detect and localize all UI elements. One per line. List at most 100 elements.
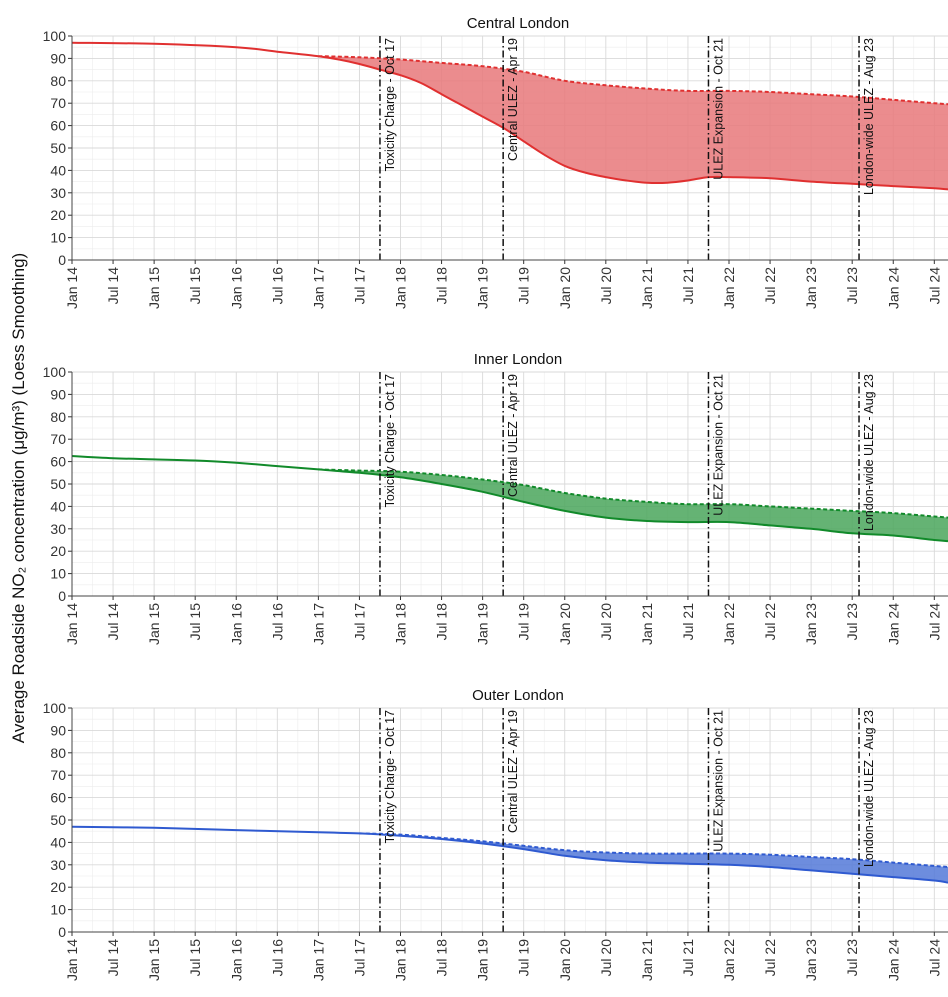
event-label: Toxicity Charge - Oct 17	[383, 374, 397, 507]
y-tick-label: 20	[50, 543, 66, 559]
observed-line	[71, 455, 948, 543]
x-tick-label: Jul 21	[680, 603, 696, 641]
x-tick-label: Jul 24	[926, 939, 942, 977]
x-tick-label: Jan 19	[475, 939, 491, 981]
x-tick-label: Jan 19	[475, 603, 491, 645]
panel-title: Outer London	[472, 687, 564, 704]
y-tick-label: 20	[50, 879, 66, 895]
x-tick-label: Jul 14	[105, 939, 121, 977]
event-label: Toxicity Charge - Oct 17	[383, 38, 397, 171]
y-tick-label: 100	[43, 700, 67, 716]
x-tick-label: Jul 22	[762, 939, 778, 977]
x-tick-label: Jan 22	[721, 267, 737, 309]
y-tick-label: 80	[50, 73, 66, 89]
x-tick-label: Jul 17	[351, 267, 367, 305]
x-tick-label: Jan 21	[639, 267, 655, 309]
x-tick-label: Jan 21	[639, 603, 655, 645]
x-tick-label: Jan 15	[146, 603, 162, 645]
x-tick-label: Jul 15	[187, 603, 203, 641]
y-tick-label: 90	[50, 722, 66, 738]
x-tick-label: Jul 18	[434, 939, 450, 977]
x-tick-label: Jan 16	[228, 267, 244, 309]
event-label: ULEZ Expansion - Oct 21	[712, 374, 726, 516]
y-tick-label: 0	[58, 924, 66, 940]
y-tick-label: 40	[50, 834, 66, 850]
y-tick-label: 100	[43, 364, 67, 380]
x-tick-label: Jul 22	[762, 267, 778, 305]
y-tick-label: 80	[50, 745, 66, 761]
x-tick-label: Jul 15	[187, 267, 203, 305]
event-label: London-wide ULEZ - Aug 23	[862, 38, 876, 195]
x-tick-label: Jul 24	[926, 603, 942, 641]
counterfactual-line	[359, 832, 948, 868]
y-tick-label: 70	[50, 95, 66, 111]
x-tick-label: Jul 21	[680, 939, 696, 977]
x-tick-label: Jul 20	[598, 603, 614, 641]
panels: Central London0102030405060708090100Jan …	[43, 15, 948, 981]
x-tick-label: Jan 24	[885, 939, 901, 981]
y-tick-label: 30	[50, 521, 66, 537]
observed-line	[71, 41, 948, 191]
y-tick-label: 20	[50, 207, 66, 223]
x-tick-label: Jul 17	[351, 603, 367, 641]
x-tick-label: Jan 17	[310, 939, 326, 981]
x-tick-label: Jan 16	[228, 603, 244, 645]
y-axis-label: Average Roadside NO₂ concentration (μg/m…	[9, 253, 28, 743]
event-label: Central ULEZ - Apr 19	[506, 38, 520, 161]
x-tick-label: Jan 24	[885, 267, 901, 309]
panel-outer-london: Outer London 0 10 20 30 40 50 60 70 80 90 100 Jan 14…	[43, 687, 948, 981]
gap-area	[318, 469, 948, 542]
y-tick-label: 70	[50, 431, 66, 447]
x-tick-label: Jul 14	[105, 603, 121, 641]
event-label: ULEZ Expansion - Oct 21	[712, 710, 726, 852]
x-tick-label: Jul 19	[516, 603, 532, 641]
observed-line	[71, 825, 948, 884]
x-tick-label: Jan 18	[393, 939, 409, 981]
x-tick-label: Jul 23	[844, 939, 860, 977]
x-tick-label: Jan 17	[310, 603, 326, 645]
y-tick-label: 100	[43, 28, 67, 44]
panel-central-london: Central London 0 10 20 30 40 50 60 70 80 90 100 Jan …	[43, 15, 948, 309]
x-tick-label: Jul 22	[762, 603, 778, 641]
x-tick-label: Jul 23	[844, 267, 860, 305]
x-tick-label: Jul 18	[434, 267, 450, 305]
x-tick-label: Jan 14	[64, 267, 80, 309]
x-tick-label: Jul 19	[516, 939, 532, 977]
y-tick-label: 10	[50, 902, 66, 918]
x-tick-label: Jul 18	[434, 603, 450, 641]
x-tick-label: Jan 22	[721, 939, 737, 981]
event-label: London-wide ULEZ - Aug 23	[862, 374, 876, 531]
x-tick-label: Jan 14	[64, 939, 80, 981]
x-tick-label: Jan 16	[228, 939, 244, 981]
x-tick-label: Jan 18	[393, 603, 409, 645]
y-tick-label: 80	[50, 409, 66, 425]
panel-title: Central London	[467, 15, 570, 32]
y-tick-label: 10	[50, 230, 66, 246]
x-tick-label: Jan 23	[803, 267, 819, 309]
x-tick-label: Jan 14	[64, 603, 80, 645]
y-tick-label: 90	[50, 386, 66, 402]
x-tick-label: Jul 16	[269, 939, 285, 977]
event-label: Central ULEZ - Apr 19	[506, 374, 520, 497]
y-tick-label: 0	[58, 588, 66, 604]
x-tick-label: Jan 20	[557, 603, 573, 645]
counterfactual-line	[318, 55, 948, 106]
y-tick-label: 40	[50, 162, 66, 178]
x-tick-label: Jul 20	[598, 267, 614, 305]
x-tick-label: Jul 16	[269, 603, 285, 641]
x-tick-label: Jan 23	[803, 603, 819, 645]
x-tick-label: Jul 14	[105, 267, 121, 305]
x-tick-label: Jul 23	[844, 603, 860, 641]
x-tick-label: Jan 20	[557, 267, 573, 309]
panel-inner-london: Inner London 0 10 20 30 40 50 60 70 80 90 100 Jan 14…	[43, 351, 948, 645]
y-tick-label: 50	[50, 140, 66, 156]
y-tick-label: 70	[50, 767, 66, 783]
gap-area	[318, 56, 948, 190]
y-tick-label: 30	[50, 857, 66, 873]
x-tick-label: Jul 19	[516, 267, 532, 305]
event-label: Toxicity Charge - Oct 17	[383, 710, 397, 843]
x-tick-label: Jan 20	[557, 939, 573, 981]
x-tick-label: Jul 17	[351, 939, 367, 977]
x-tick-label: Jan 18	[393, 267, 409, 309]
x-tick-label: Jul 20	[598, 939, 614, 977]
